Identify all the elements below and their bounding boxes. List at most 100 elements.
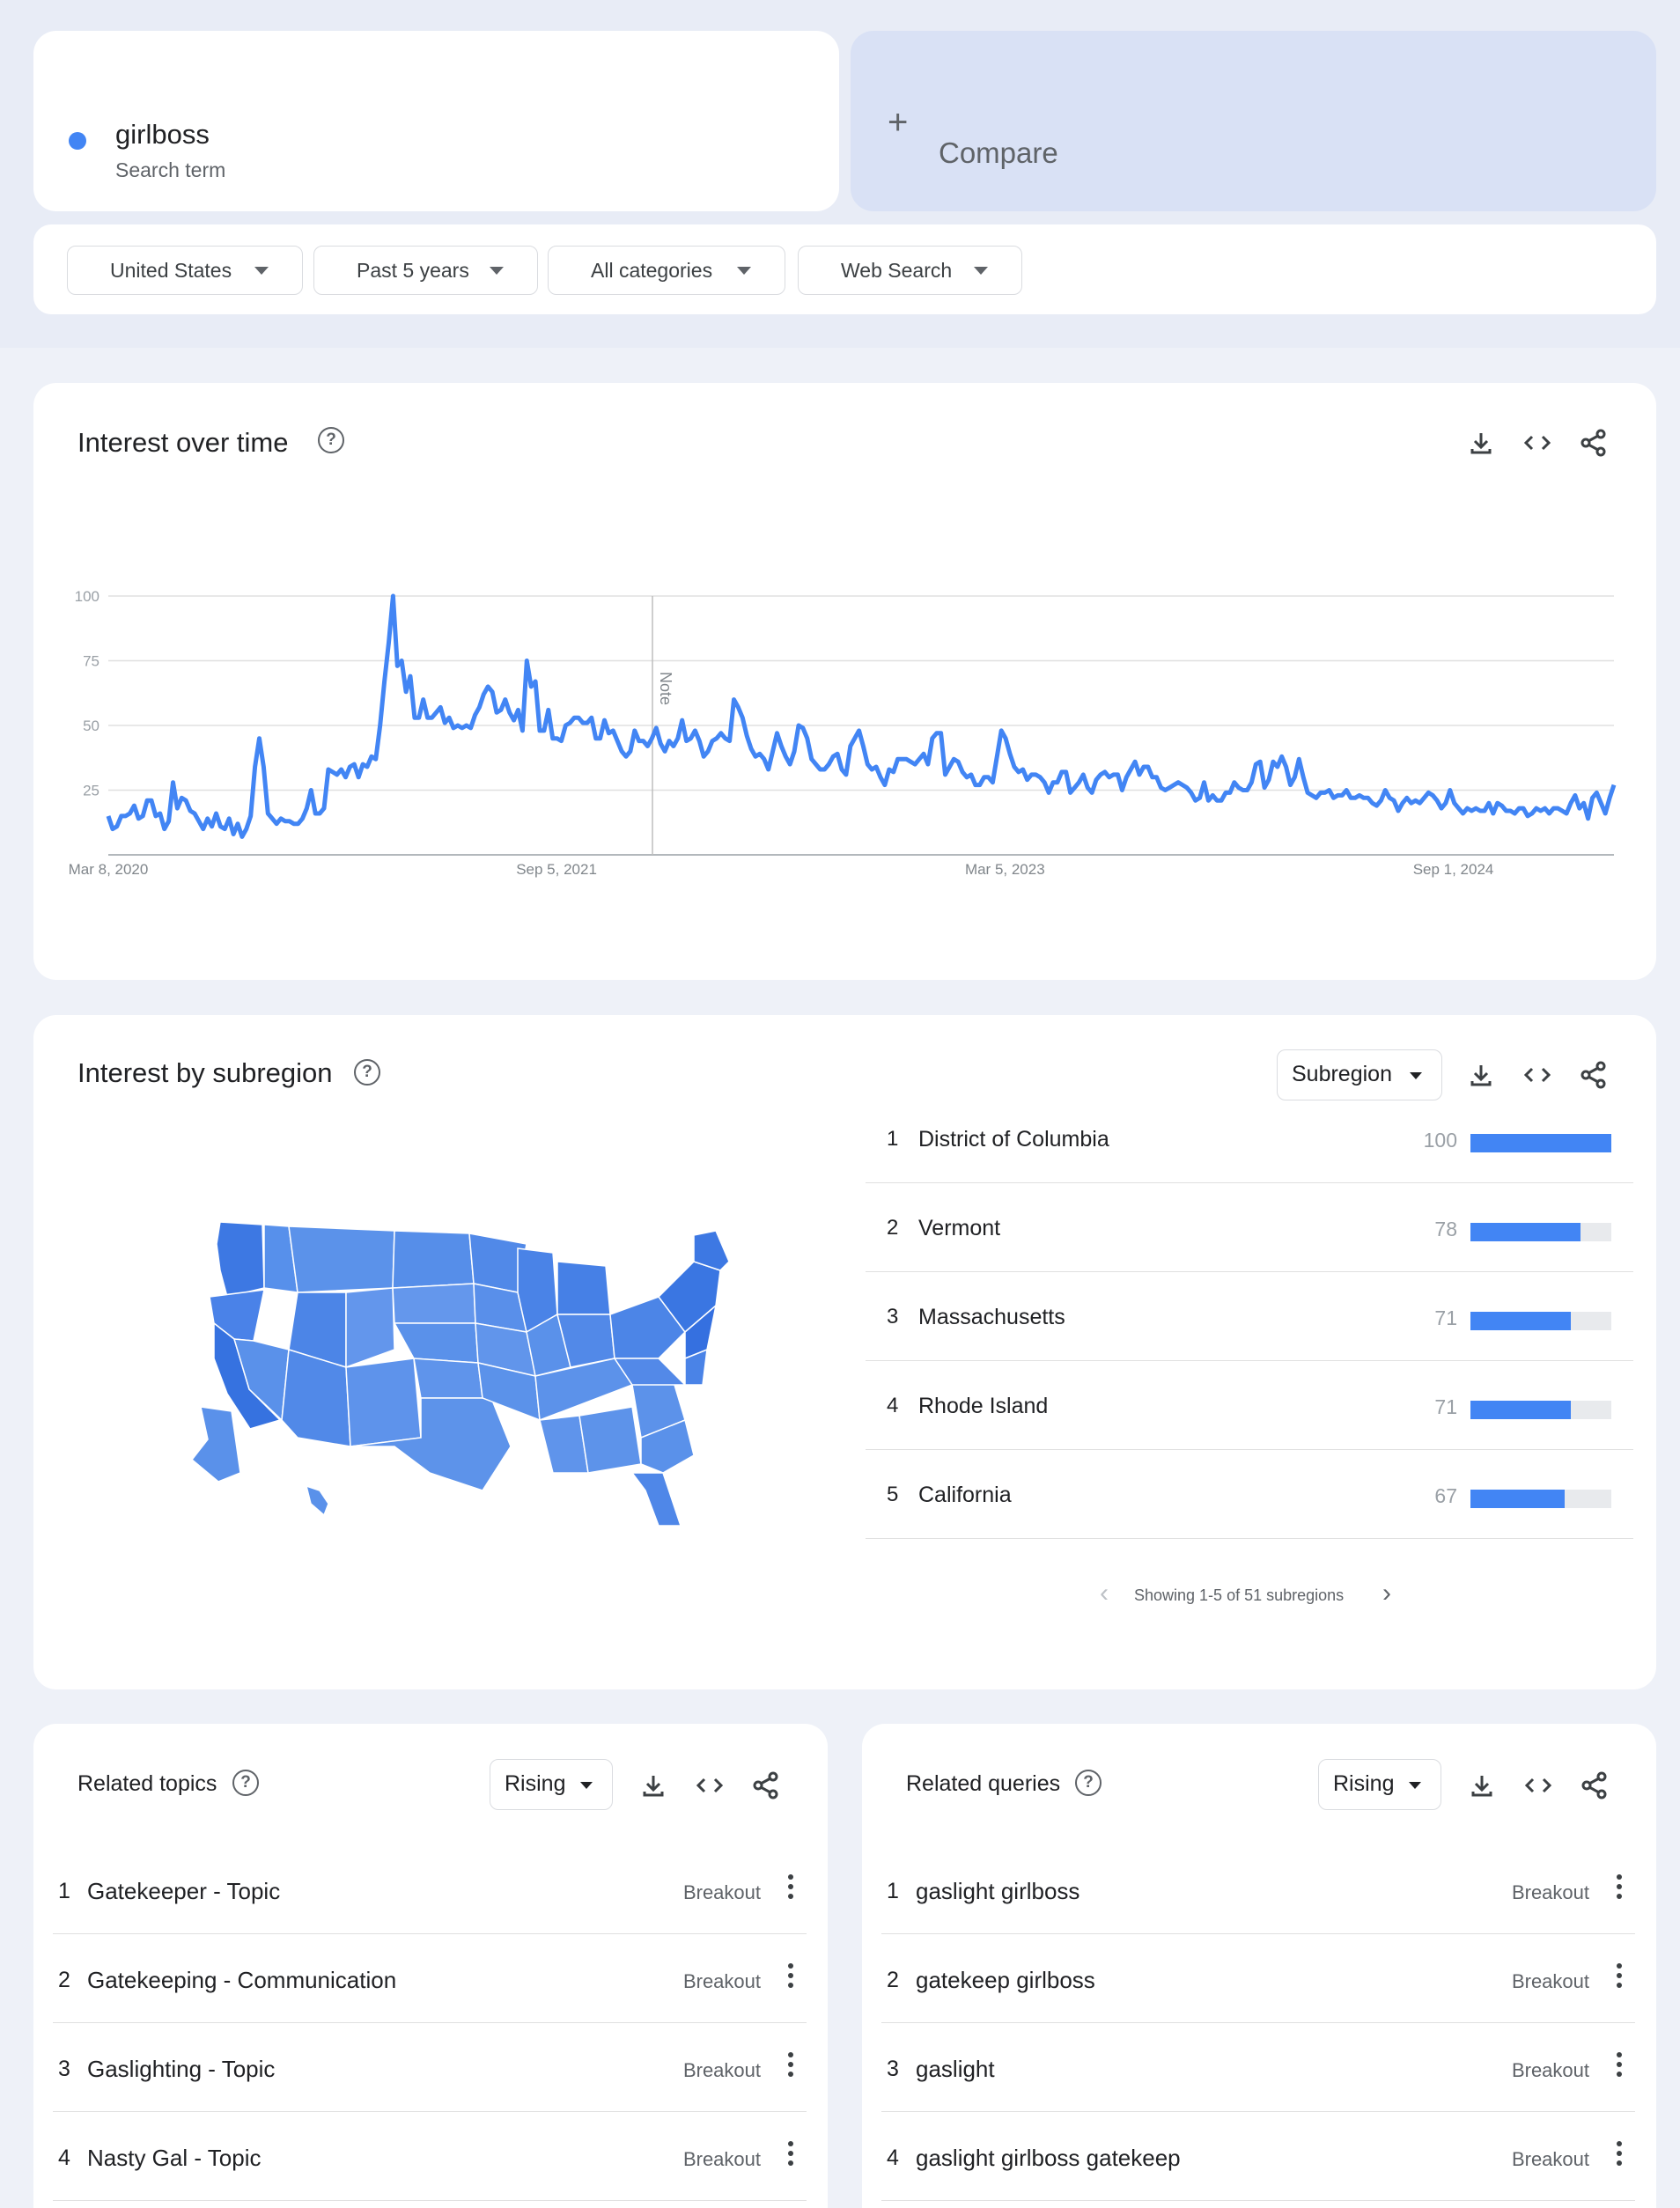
subregion-rank: 5 — [887, 1483, 899, 1506]
pager-next-icon[interactable]: › — [1382, 1579, 1391, 1608]
share-icon[interactable] — [1577, 1768, 1612, 1803]
related-query-row[interactable]: 2 gatekeep girlboss Breakout — [881, 1934, 1635, 2023]
related-query-rank: 3 — [887, 2057, 899, 2081]
filter-time-label: Past 5 years — [357, 258, 469, 282]
embed-icon[interactable] — [1520, 425, 1555, 460]
related-topic-name[interactable]: Nasty Gal - Topic — [87, 2145, 262, 2171]
subregion-name[interactable]: Rhode Island — [918, 1394, 1049, 1418]
embed-icon[interactable] — [1520, 1057, 1555, 1093]
more-vert-icon[interactable] — [1616, 1963, 1623, 1993]
related-topic-name[interactable]: Gatekeeping - Communication — [87, 1967, 397, 1993]
search-term-subtitle: Search term — [115, 158, 226, 181]
breakout-badge: Breakout — [682, 2059, 761, 2081]
more-vert-icon[interactable] — [1616, 2141, 1623, 2171]
help-icon[interactable]: ? — [232, 1770, 259, 1796]
related-topic-name[interactable]: Gatekeeper - Topic — [87, 1878, 281, 1904]
search-term-card[interactable]: girlboss Search term — [33, 31, 839, 211]
help-icon[interactable]: ? — [318, 427, 344, 453]
download-icon[interactable] — [1463, 1057, 1499, 1093]
download-icon[interactable] — [636, 1768, 671, 1803]
compare-button[interactable]: + Compare — [851, 31, 1656, 211]
subregion-row[interactable]: 5 California 67 — [866, 1450, 1633, 1539]
caret-down-icon — [580, 1782, 593, 1789]
subregion-rank: 4 — [887, 1394, 899, 1417]
us-subregion-map[interactable] — [166, 1209, 729, 1526]
subregion-row[interactable]: 2 Vermont 78 — [866, 1183, 1633, 1272]
more-vert-icon[interactable] — [787, 1963, 794, 1993]
subregion-row[interactable]: 1 District of Columbia 100 — [866, 1094, 1633, 1183]
share-icon[interactable] — [1576, 1057, 1611, 1093]
related-topics-select[interactable]: Rising — [490, 1759, 613, 1810]
subregion-bar — [1470, 1401, 1571, 1419]
related-topic-rank: 4 — [58, 2145, 70, 2170]
related-topics-title: Related topics — [77, 1771, 217, 1796]
embed-icon[interactable] — [1521, 1768, 1556, 1803]
breakout-badge: Breakout — [1511, 2148, 1589, 2170]
related-query-name[interactable]: gaslight girlboss — [916, 1878, 1080, 1904]
more-vert-icon[interactable] — [787, 2052, 794, 2082]
related-topic-row[interactable]: 3 Gaslighting - Topic Breakout — [53, 2023, 807, 2112]
search-term[interactable]: girlboss — [115, 119, 210, 150]
subregion-row[interactable]: 3 Massachusetts 71 — [866, 1272, 1633, 1361]
related-query-name[interactable]: gaslight girlboss gatekeep — [916, 2145, 1181, 2171]
subregion-rank: 1 — [887, 1127, 899, 1151]
caret-down-icon — [737, 267, 751, 275]
related-query-row[interactable]: 1 gaslight girlboss Breakout — [881, 1845, 1635, 1934]
plus-icon: + — [888, 103, 909, 142]
filter-category[interactable]: All categories — [548, 246, 785, 295]
subregion-bar — [1470, 1134, 1611, 1152]
related-query-name[interactable]: gatekeep girlboss — [916, 1967, 1095, 1993]
more-vert-icon[interactable] — [1616, 2052, 1623, 2082]
share-icon[interactable] — [1576, 425, 1611, 460]
series-line-girlboss[interactable] — [106, 593, 1617, 839]
breakout-badge: Breakout — [1511, 1970, 1589, 1992]
y-tick-label: 50 — [83, 718, 99, 734]
subregion-bar — [1470, 1223, 1581, 1241]
pager-prev-icon[interactable]: ‹ — [1100, 1579, 1109, 1608]
related-query-name[interactable]: gaslight — [916, 2056, 995, 2082]
embed-icon[interactable] — [692, 1768, 727, 1803]
download-icon[interactable] — [1463, 425, 1499, 460]
subregion-name[interactable]: Vermont — [918, 1216, 1001, 1240]
subregion-value: 67 — [1434, 1484, 1457, 1507]
download-icon[interactable] — [1464, 1768, 1499, 1803]
share-icon[interactable] — [748, 1768, 784, 1803]
filter-search-type[interactable]: Web Search — [798, 246, 1022, 295]
subregion-name[interactable]: Massachusetts — [918, 1305, 1065, 1329]
note-marker-label[interactable]: Note — [657, 672, 674, 705]
related-topic-row[interactable]: 4 Nasty Gal - Topic Breakout — [53, 2112, 807, 2201]
subregion-value: 71 — [1434, 1306, 1457, 1329]
help-icon[interactable]: ? — [354, 1059, 380, 1086]
x-tick-label: Sep 5, 2021 — [516, 861, 597, 878]
interest-over-time-chart[interactable]: 25 50 75 100 Note Mar 8, 2020 Sep 5, 2021 Mar… — [33, 383, 1656, 980]
subregion-select[interactable]: Subregion — [1277, 1049, 1442, 1100]
subregion-row[interactable]: 4 Rhode Island 71 — [866, 1361, 1633, 1450]
related-topic-row[interactable]: 2 Gatekeeping - Communication Breakout — [53, 1934, 807, 2023]
related-topic-row[interactable]: 1 Gatekeeper - Topic Breakout — [53, 1845, 807, 1934]
subregion-name[interactable]: California — [918, 1483, 1012, 1507]
breakout-badge: Breakout — [1511, 1881, 1589, 1903]
more-vert-icon[interactable] — [787, 2141, 794, 2171]
subregion-bar — [1470, 1490, 1566, 1508]
x-tick-label: Mar 8, 2020 — [69, 861, 149, 878]
breakout-badge: Breakout — [682, 1881, 761, 1903]
related-query-row[interactable]: 3 gaslight Breakout — [881, 2023, 1635, 2112]
help-icon[interactable]: ? — [1075, 1770, 1102, 1796]
related-query-rank: 1 — [887, 1879, 899, 1903]
related-topic-rank: 3 — [58, 2057, 70, 2081]
filters-bar: United States Past 5 years All categorie… — [33, 224, 1656, 314]
filter-time-range[interactable]: Past 5 years — [313, 246, 538, 295]
filter-location[interactable]: United States — [67, 246, 303, 295]
related-queries-card: Related queries ? Rising 1 gaslight girl… — [862, 1724, 1656, 2208]
more-vert-icon[interactable] — [1616, 1874, 1623, 1904]
y-tick-label: 75 — [83, 653, 99, 670]
term-color-dot — [69, 132, 86, 150]
related-queries-select[interactable]: Rising — [1318, 1759, 1441, 1810]
related-topic-name[interactable]: Gaslighting - Topic — [87, 2056, 276, 2082]
related-query-row[interactable]: 4 gaslight girlboss gatekeep Breakout — [881, 2112, 1635, 2201]
subregion-name[interactable]: District of Columbia — [918, 1127, 1109, 1152]
interest-over-time-card: Interest over time ? 25 50 75 100 Note Mar … — [33, 383, 1656, 980]
more-vert-icon[interactable] — [787, 1874, 794, 1904]
related-topic-rank: 2 — [58, 1968, 70, 1992]
